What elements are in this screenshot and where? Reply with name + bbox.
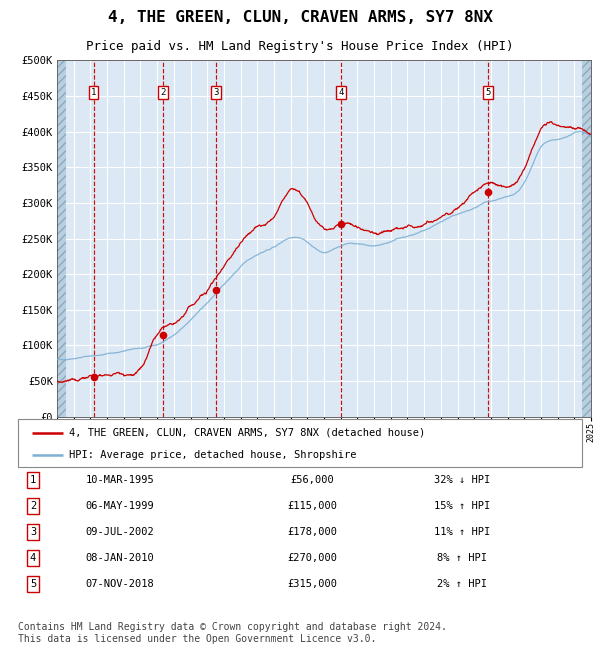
Text: 8% ↑ HPI: 8% ↑ HPI (437, 553, 487, 563)
Text: 2% ↑ HPI: 2% ↑ HPI (437, 579, 487, 589)
Text: 09-JUL-2002: 09-JUL-2002 (86, 527, 154, 537)
Text: 4: 4 (30, 553, 36, 563)
Text: 08-JAN-2010: 08-JAN-2010 (86, 553, 154, 563)
Text: 4, THE GREEN, CLUN, CRAVEN ARMS, SY7 8NX: 4, THE GREEN, CLUN, CRAVEN ARMS, SY7 8NX (107, 10, 493, 25)
Bar (57, 60, 66, 417)
Text: 06-MAY-1999: 06-MAY-1999 (86, 501, 154, 511)
Text: 11% ↑ HPI: 11% ↑ HPI (434, 527, 490, 537)
Text: £115,000: £115,000 (287, 501, 337, 511)
Text: 07-NOV-2018: 07-NOV-2018 (86, 579, 154, 589)
Text: £178,000: £178,000 (287, 527, 337, 537)
Text: 2: 2 (30, 501, 36, 511)
Text: £56,000: £56,000 (290, 475, 334, 485)
Text: HPI: Average price, detached house, Shropshire: HPI: Average price, detached house, Shro… (69, 450, 356, 460)
Text: 1: 1 (91, 88, 96, 97)
Text: 1: 1 (30, 475, 36, 485)
Text: Price paid vs. HM Land Registry's House Price Index (HPI): Price paid vs. HM Land Registry's House … (86, 40, 514, 53)
Text: £270,000: £270,000 (287, 553, 337, 563)
Text: 3: 3 (30, 527, 36, 537)
Text: £315,000: £315,000 (287, 579, 337, 589)
Text: 32% ↓ HPI: 32% ↓ HPI (434, 475, 490, 485)
Text: 15% ↑ HPI: 15% ↑ HPI (434, 501, 490, 511)
Text: 2: 2 (160, 88, 166, 97)
Text: 5: 5 (30, 579, 36, 589)
Text: 5: 5 (485, 88, 491, 97)
Text: 3: 3 (213, 88, 218, 97)
Text: 10-MAR-1995: 10-MAR-1995 (86, 475, 154, 485)
Text: 4, THE GREEN, CLUN, CRAVEN ARMS, SY7 8NX (detached house): 4, THE GREEN, CLUN, CRAVEN ARMS, SY7 8NX… (69, 428, 425, 437)
Bar (582, 60, 591, 417)
Text: Contains HM Land Registry data © Crown copyright and database right 2024.
This d: Contains HM Land Registry data © Crown c… (18, 622, 447, 644)
Text: 4: 4 (338, 88, 344, 97)
